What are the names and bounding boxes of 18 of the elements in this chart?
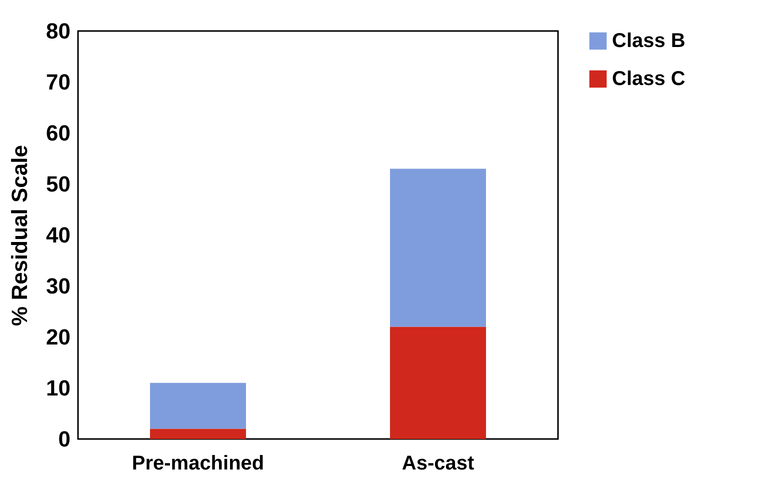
y-tick-label: 10 xyxy=(46,376,70,400)
bar xyxy=(390,168,486,327)
bar xyxy=(390,326,486,439)
y-tick-label: 70 xyxy=(46,70,70,94)
x-tick-label: As-cast xyxy=(402,452,474,474)
y-tick-label: 30 xyxy=(46,274,70,298)
y-tick-label: 0 xyxy=(58,426,70,452)
bar xyxy=(150,382,246,429)
y-tick-label: 80 xyxy=(46,18,70,44)
y-tick-label: 20 xyxy=(46,324,70,350)
y-tick-label: 60 xyxy=(46,120,70,146)
legend-label: Class B xyxy=(612,30,686,52)
y-axis-title: % Residual Scale xyxy=(7,145,32,326)
legend-label: Class C xyxy=(612,68,686,90)
y-tick-label: 40 xyxy=(46,222,70,248)
x-tick-label: Pre-machined xyxy=(132,452,264,474)
y-tick-label: 50 xyxy=(46,172,70,196)
bar xyxy=(150,428,246,439)
